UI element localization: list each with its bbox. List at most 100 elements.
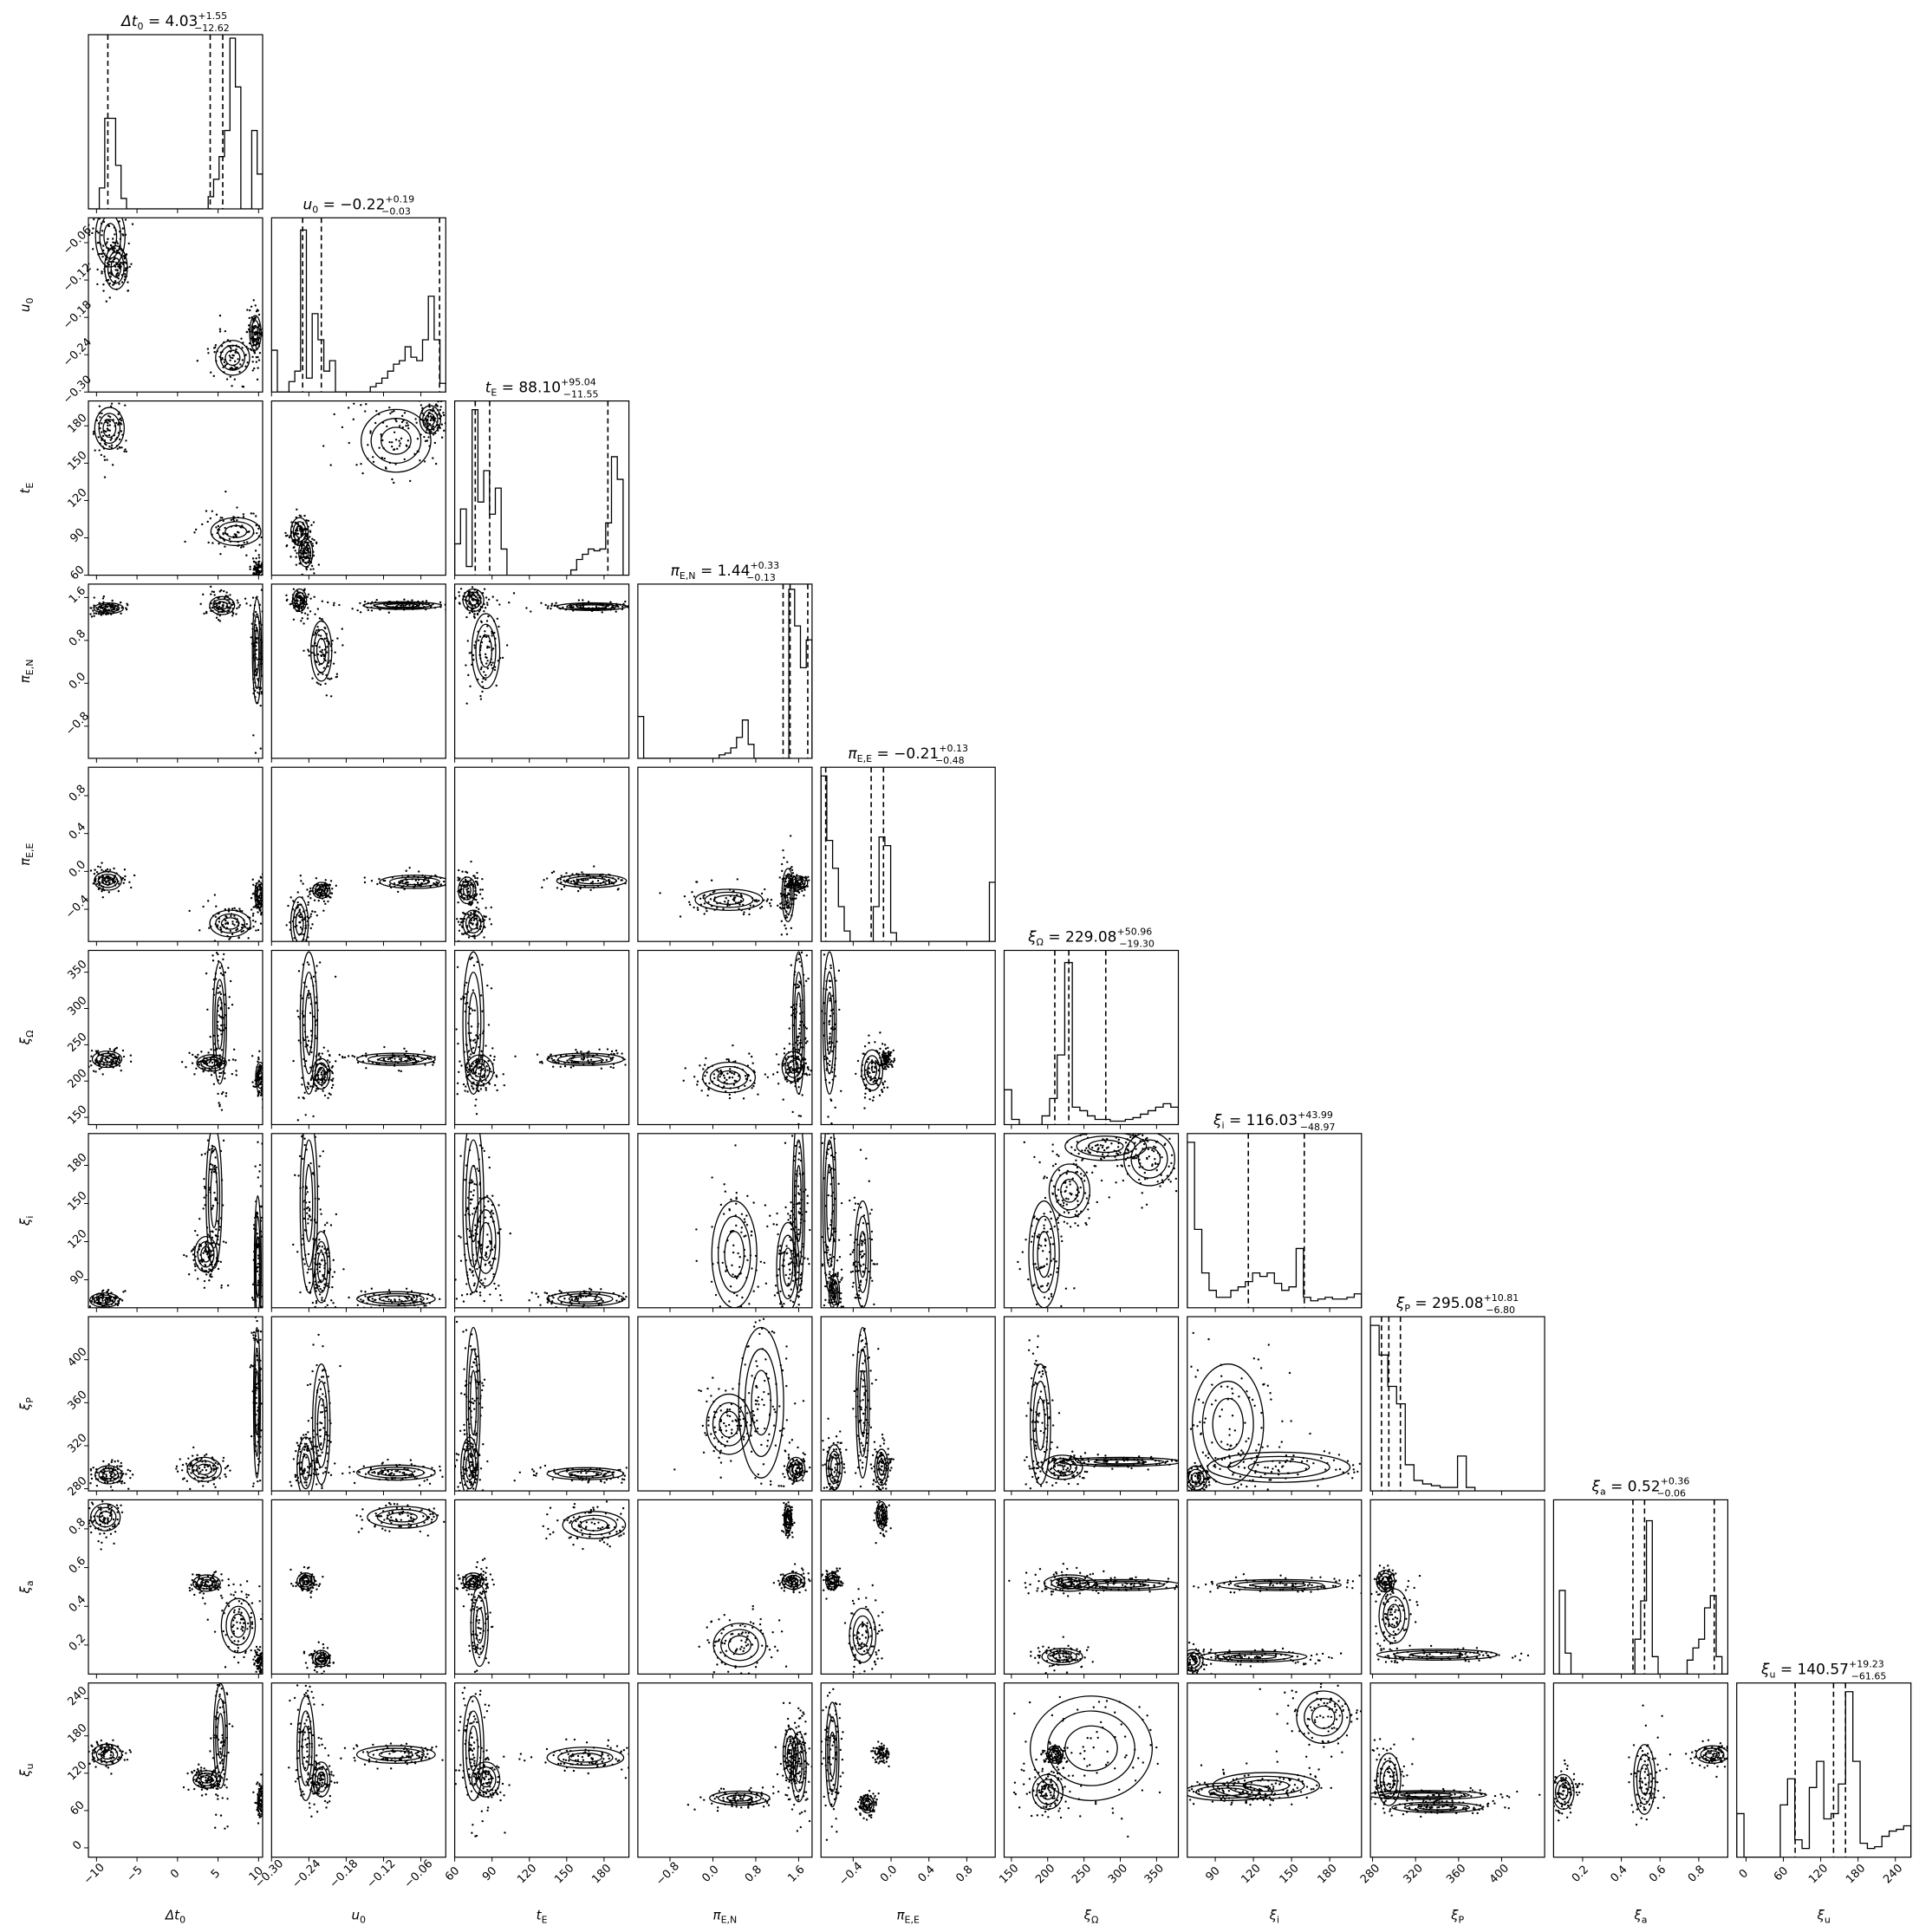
sample-point (254, 333, 257, 335)
sample-point (485, 1044, 487, 1047)
density-contour (200, 1056, 223, 1070)
sample-point (423, 460, 426, 463)
sample-point (221, 604, 224, 607)
sample-point (220, 589, 223, 592)
sample-point (211, 542, 214, 544)
sample-point (483, 914, 485, 918)
sample-cluster (821, 951, 842, 1125)
sample-point (333, 413, 335, 416)
sample-point (624, 1064, 627, 1066)
sample-point (751, 1087, 753, 1090)
sample-point (104, 430, 107, 433)
sample-point (309, 915, 312, 918)
sample-point (258, 894, 262, 897)
sample-point (396, 447, 399, 451)
sample-point (298, 562, 301, 565)
sample-point (300, 880, 302, 882)
sample-point (364, 1052, 368, 1055)
sample-point (737, 1087, 740, 1090)
sample-point (335, 675, 337, 679)
sample-point (699, 897, 702, 900)
sample-point (806, 1066, 810, 1069)
sample-cluster (875, 1044, 896, 1070)
sample-point (800, 1046, 803, 1049)
sample-point (788, 877, 790, 880)
sample-point (211, 1144, 214, 1148)
sample-point (547, 605, 550, 608)
sample-point (232, 1048, 236, 1051)
sample-point (413, 1058, 417, 1061)
sample-point (247, 324, 250, 327)
sample-point (439, 426, 441, 429)
sample-cluster (454, 586, 494, 619)
sample-point (209, 1036, 211, 1038)
sample-point (226, 1284, 230, 1287)
sample-cluster (188, 894, 263, 942)
sample-point (827, 1062, 829, 1065)
sample-point (233, 914, 236, 917)
sample-point (114, 280, 117, 283)
sample-cluster (289, 525, 321, 576)
sample-point (468, 1056, 471, 1058)
sample-point (775, 1053, 778, 1056)
sample-point (218, 1028, 221, 1031)
sample-point (202, 1252, 205, 1254)
sample-point (481, 1010, 484, 1012)
sample-point (320, 1067, 322, 1070)
sample-point (123, 878, 127, 881)
sample-point (306, 549, 309, 552)
sample-point (252, 925, 255, 928)
sample-point (703, 913, 706, 915)
sample-point (296, 508, 298, 511)
sample-point (237, 606, 240, 608)
sample-point (308, 963, 310, 966)
sample-point (883, 1052, 887, 1055)
sample-point (747, 1074, 751, 1077)
sample-point (120, 430, 123, 433)
sample-point (102, 595, 106, 598)
density-contour (425, 413, 436, 426)
sample-point (784, 914, 787, 917)
sample-point (307, 648, 309, 651)
sample-point (766, 1076, 770, 1078)
sample-point (589, 1058, 593, 1061)
sample-point (827, 1116, 829, 1118)
sample-point (356, 1061, 360, 1064)
sample-point (729, 1068, 732, 1070)
sample-point (790, 865, 793, 868)
sample-point (432, 415, 434, 419)
sample-point (222, 519, 224, 523)
sample-point (300, 620, 302, 622)
sample-point (868, 1034, 870, 1037)
sample-point (471, 1084, 473, 1088)
sample-point (756, 900, 758, 903)
sample-point (389, 412, 392, 415)
sample-point (197, 1061, 200, 1064)
sample-point (245, 554, 248, 556)
sample-point (195, 1067, 198, 1070)
sample-point (786, 875, 790, 878)
sample-point (306, 1036, 309, 1038)
sample-point (363, 881, 367, 884)
sample-point (749, 904, 752, 907)
sample-point (525, 607, 528, 609)
sample-point (245, 922, 249, 926)
sample-point (471, 586, 474, 589)
sample-point (228, 355, 231, 357)
sample-point (457, 901, 459, 904)
panel-content (456, 860, 628, 942)
sample-point (484, 607, 487, 609)
sample-point (422, 880, 426, 882)
sample-point (120, 417, 122, 420)
sample-point (314, 633, 317, 635)
sample-point (381, 439, 384, 442)
sample-point (322, 1064, 325, 1067)
panel-content (1004, 950, 1179, 1125)
sample-point (563, 879, 565, 882)
sample-point (330, 892, 334, 894)
sample-point (541, 886, 543, 889)
histogram-step (88, 37, 263, 209)
sample-point (120, 423, 123, 426)
density-contour (289, 896, 309, 942)
sample-point (497, 660, 499, 662)
